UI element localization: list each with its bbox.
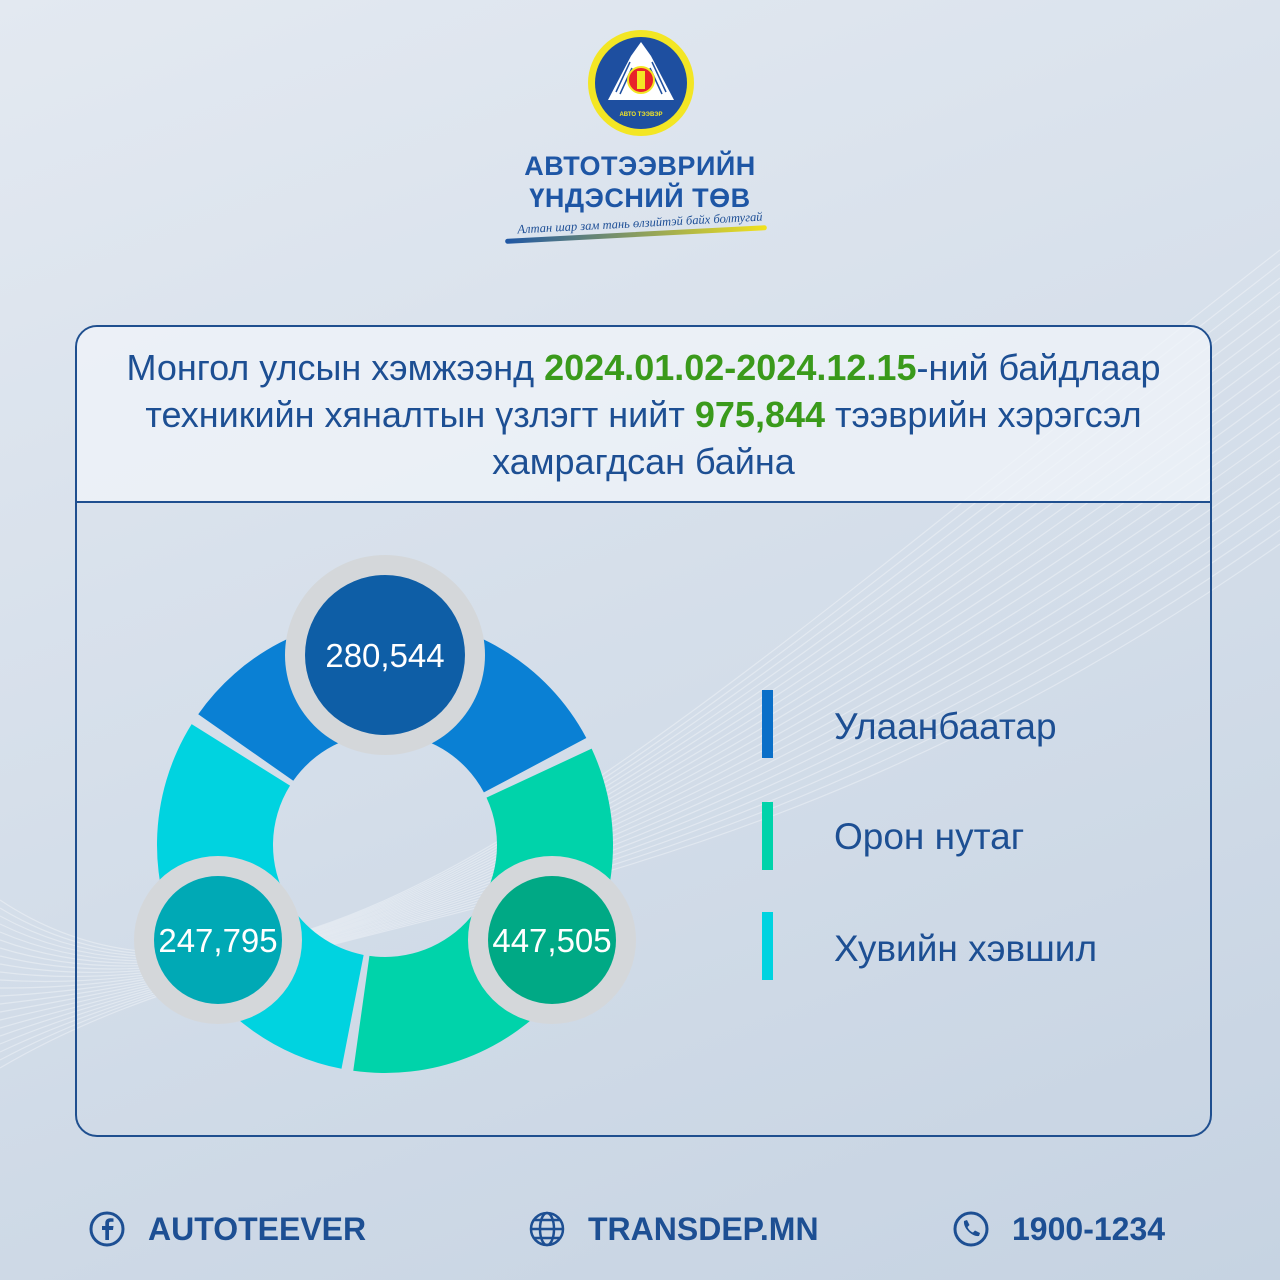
phone-label: 1900-1234 [1012, 1210, 1166, 1247]
headline-total: 975,844 [694, 393, 826, 435]
headline-text: -ний байдлаар техникийн хяналтын үзлэгт … [145, 346, 1161, 435]
globe-icon [529, 1211, 565, 1247]
org-name-line1: АВТОТЭЭВРИЙН [524, 151, 756, 181]
facebook-icon [89, 1211, 125, 1247]
legend-label: Орон нутаг [834, 816, 1025, 857]
value-badge-0: 280,544 [285, 555, 485, 755]
legend-swatch [762, 690, 773, 758]
footer-facebook[interactable]: AUTOTEEVER [88, 1210, 366, 1248]
headline-text: Монгол улсын хэмжээнд [126, 346, 545, 388]
value-badge-2: 247,795 [134, 856, 302, 1024]
legend-swatch [762, 912, 773, 980]
info-panel: Монгол улсын хэмжээнд 2024.01.02-2024.12… [75, 325, 1212, 1137]
badge-fill [154, 876, 282, 1004]
organization-name: АВТОТЭЭВРИЙН ҮНДЭСНИЙ ТӨВ [480, 150, 800, 214]
svg-text:АВТО ТЭЭВЭР: АВТО ТЭЭВЭР [619, 112, 662, 118]
org-name-line2: ҮНДЭСНИЙ ТӨВ [529, 183, 751, 213]
legend-label: Улаанбаатар [834, 706, 1057, 747]
value-badge-1: 447,505 [468, 856, 636, 1024]
footer-phone[interactable]: 1900-1234 [952, 1210, 1165, 1248]
footer-website[interactable]: TRANSDEP.MN [528, 1210, 819, 1248]
website-label: TRANSDEP.MN [588, 1210, 819, 1247]
logo: АВТО ТЭЭВЭР [588, 30, 694, 136]
headline-text: тээврийн хэрэгсэл хамрагдсан байна [492, 393, 1142, 482]
legend-swatch [762, 802, 773, 870]
facebook-label: AUTOTEEVER [148, 1210, 367, 1247]
legend-label: Хувийн хэвшил [834, 928, 1098, 969]
badge-fill [305, 575, 465, 735]
headline: Монгол улсын хэмжээнд 2024.01.02-2024.12… [77, 327, 1210, 503]
badge-fill [488, 876, 616, 1004]
headline-period: 2024.01.02-2024.12.15 [544, 346, 917, 388]
phone-icon [953, 1211, 989, 1247]
value-label: 447,505 [492, 922, 611, 959]
value-label: 280,544 [325, 637, 444, 674]
value-label: 247,795 [158, 922, 277, 959]
